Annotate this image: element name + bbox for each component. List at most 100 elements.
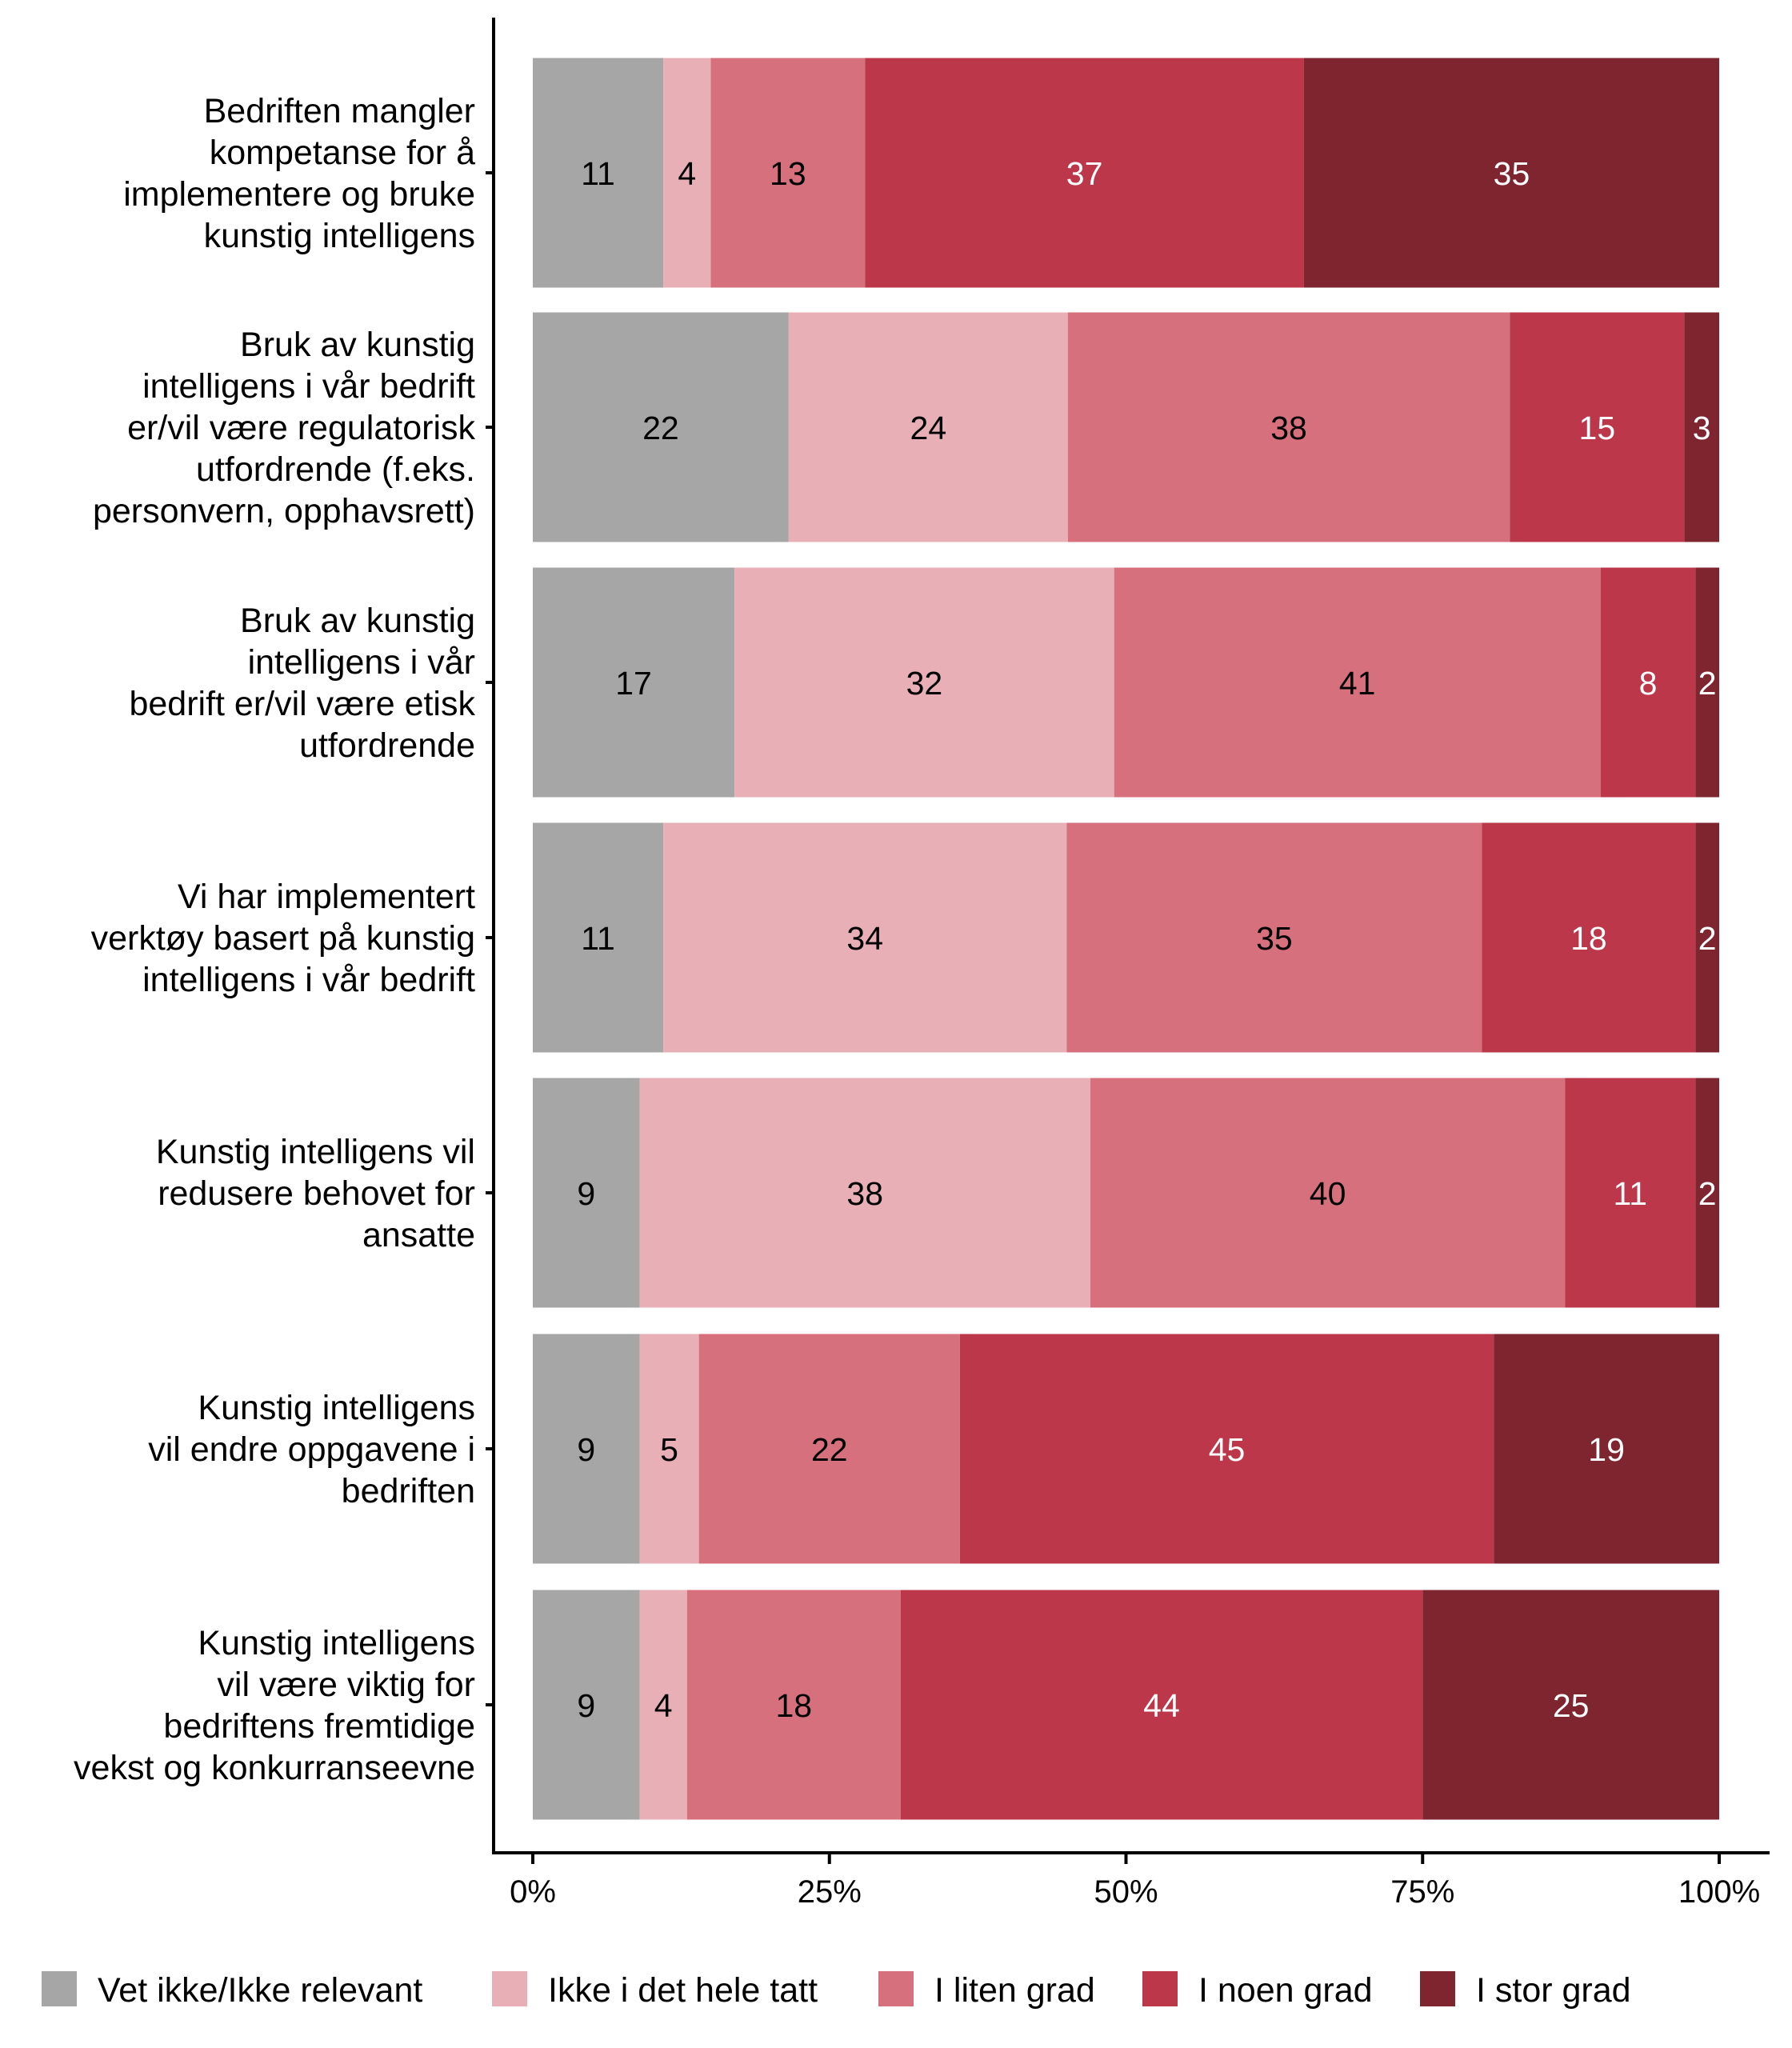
bar-segment	[663, 58, 711, 288]
bar-segment	[533, 567, 735, 798]
bar-segment	[639, 1334, 699, 1564]
bar-segment	[533, 1078, 640, 1308]
legend-swatch	[492, 1971, 527, 2006]
category-labels-layer: Bedriften mangler kompetanse for å impleme…	[74, 92, 475, 1787]
value-label: 15	[1579, 410, 1616, 446]
category-label: Bruk av kunstig intelligens i vår bedrift …	[129, 602, 475, 765]
category-label: Bedriften mangler kompetanse for å impleme…	[123, 92, 475, 255]
value-label: 2	[1698, 1175, 1717, 1212]
bar-segment	[663, 822, 1067, 1053]
x-tick-label: 50%	[1094, 1874, 1158, 1910]
bar-segment	[639, 1078, 1091, 1308]
bar-segment	[1600, 567, 1696, 798]
bar-segment	[959, 1334, 1494, 1564]
legend-swatch	[878, 1971, 914, 2006]
bar-segment	[865, 58, 1304, 288]
axes-layer	[486, 18, 1770, 1854]
legend-label: I stor grad	[1476, 1971, 1631, 2010]
value-label: 22	[811, 1431, 848, 1468]
value-label: 22	[642, 410, 679, 446]
legend-label: Vet ikke/Ikke relevant	[98, 1971, 422, 2010]
bar-segment	[1494, 1334, 1719, 1564]
bar-segment	[1565, 1078, 1696, 1308]
category-label: Kunstig intelligens vil redusere behovet …	[156, 1133, 475, 1254]
bar-segment	[533, 1590, 640, 1820]
bar-segment	[1090, 1078, 1566, 1308]
value-label: 9	[577, 1687, 595, 1724]
legend-swatch	[1420, 1971, 1455, 2006]
value-label: 24	[910, 410, 947, 446]
value-label: 18	[775, 1687, 812, 1724]
bar-segment	[1303, 58, 1719, 288]
legend-label: I noen grad	[1198, 1971, 1373, 2010]
bar-segment	[734, 567, 1114, 798]
value-label: 8	[1639, 665, 1658, 702]
value-label: 41	[1339, 665, 1376, 702]
x-ticks-layer: 0% 25% 50% 75% 100%	[510, 1853, 1760, 1910]
value-label: 38	[846, 1175, 883, 1212]
bar-segment	[533, 312, 789, 542]
value-label: 3	[1693, 410, 1711, 446]
bar-segment	[1422, 1590, 1719, 1820]
bar-segment	[1510, 312, 1685, 542]
value-label: 40	[1310, 1175, 1346, 1212]
legend: Vet ikke/Ikke relevant Ikke i det hele ta…	[42, 1971, 1631, 2010]
bar-segment	[1066, 822, 1482, 1053]
category-label: Kunstig intelligens vil være viktig for be…	[74, 1624, 475, 1787]
value-label: 4	[678, 155, 696, 192]
legend-swatch	[1142, 1971, 1178, 2006]
bar-segment	[1114, 567, 1601, 798]
legend-label: Ikke i det hele tatt	[548, 1971, 818, 2010]
value-label: 37	[1066, 155, 1103, 192]
bar-segment	[1067, 312, 1510, 542]
bar-segment	[639, 1590, 687, 1820]
bar-segment	[1684, 312, 1719, 542]
category-label: Vi har implementert verktøy basert på kun…	[91, 878, 475, 999]
value-label: 13	[770, 155, 806, 192]
value-label: 35	[1256, 920, 1293, 957]
value-label: 44	[1143, 1687, 1180, 1724]
legend-swatch	[42, 1971, 77, 2006]
value-label: 34	[846, 920, 883, 957]
value-label: 17	[615, 665, 652, 702]
x-tick-label: 25%	[798, 1874, 862, 1910]
value-label: 9	[577, 1431, 595, 1468]
x-tick-label: 75%	[1390, 1874, 1454, 1910]
legend-label: I liten grad	[934, 1971, 1095, 2010]
bar-segment	[533, 58, 664, 288]
category-label: Kunstig intelligens vil endre oppgavene i…	[148, 1389, 475, 1510]
value-label: 11	[581, 920, 615, 957]
value-label: 35	[1494, 155, 1530, 192]
x-tick-label: 100%	[1678, 1874, 1760, 1910]
x-tick-label: 0%	[510, 1874, 556, 1910]
bar-segment	[788, 312, 1068, 542]
bar-segment	[900, 1590, 1423, 1820]
value-label: 11	[1613, 1175, 1647, 1212]
bar-segment	[686, 1590, 901, 1820]
value-label: 32	[906, 665, 943, 702]
bar-segment	[1695, 822, 1719, 1053]
bar-segment	[1695, 1078, 1719, 1308]
bar-segment	[533, 1334, 640, 1564]
value-label: 5	[660, 1431, 678, 1468]
value-label: 4	[654, 1687, 673, 1724]
value-label: 38	[1270, 410, 1307, 446]
value-label: 2	[1698, 665, 1717, 702]
bars-layer	[533, 58, 1719, 1820]
value-label: 45	[1209, 1431, 1246, 1468]
bar-segment	[710, 58, 866, 288]
bar-segment	[698, 1334, 960, 1564]
category-label: Bruk av kunstig intelligens i vår bedrift…	[93, 326, 476, 530]
value-label: 18	[1570, 920, 1607, 957]
bar-segment	[1695, 567, 1719, 798]
value-label: 9	[577, 1175, 595, 1212]
value-label: 19	[1588, 1431, 1625, 1468]
value-label: 11	[581, 155, 615, 192]
overflow-mask	[1720, 0, 1792, 1840]
bar-segment	[533, 822, 664, 1053]
value-label: 2	[1698, 920, 1717, 957]
value-label: 25	[1553, 1687, 1590, 1724]
bar-segment	[1482, 822, 1696, 1053]
